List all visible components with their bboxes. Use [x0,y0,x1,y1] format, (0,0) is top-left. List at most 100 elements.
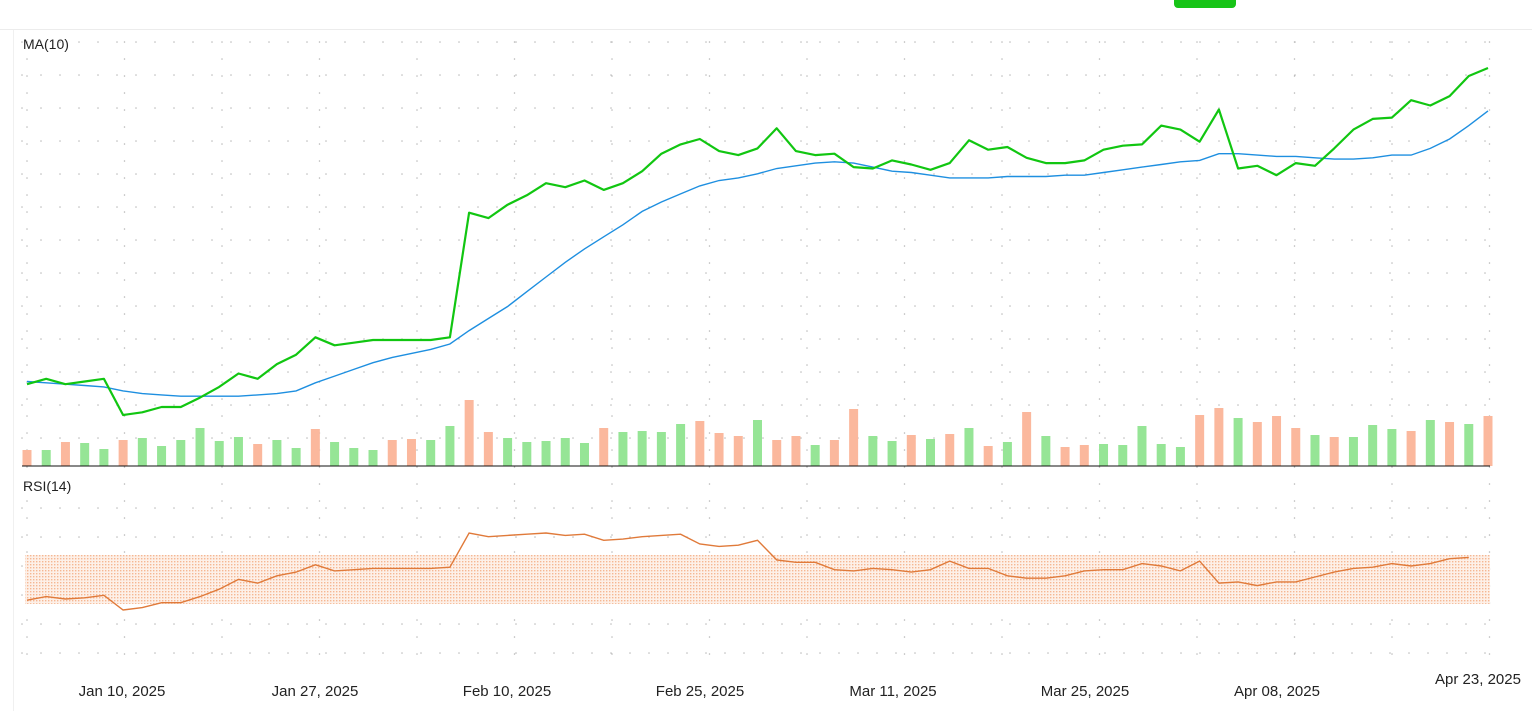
grid-dot [1370,41,1372,43]
grid-dot [78,371,80,373]
grid-dot [667,272,669,274]
grid-dot [534,305,536,307]
active-range-button[interactable] [1174,0,1236,8]
grid-dot [230,206,232,208]
grid-dot [382,536,384,538]
grid-dot [1123,173,1125,175]
grid-dot [477,371,479,373]
grid-dot [1001,245,1003,247]
grid-dot [173,404,175,406]
grid-dot [1313,74,1315,76]
grid-dot [1256,206,1258,208]
grid-dot [1293,41,1296,43]
grid-dot [1427,623,1429,625]
grid-dot [806,551,808,553]
volume-bar [676,424,686,466]
volume-bar [349,448,359,466]
grid-dot [876,371,878,373]
volume-bar [868,436,878,466]
grid-dot [513,211,516,213]
grid-dot [903,364,906,366]
grid-dot [1123,338,1125,340]
grid-dot [135,140,137,142]
grid-dot [97,206,99,208]
grid-dot [513,619,516,621]
grid-dot [477,74,479,76]
grid-dot [1488,500,1491,502]
grid-dot [1256,371,1258,373]
grid-dot [1275,536,1277,538]
grid-dot [1294,371,1296,373]
grid-dot [806,58,808,60]
grid-dot [173,107,175,109]
grid-dot [116,371,118,373]
grid-dot [515,338,517,340]
grid-dot [1104,437,1106,439]
grid-dot [1028,41,1030,43]
grid-dot [708,653,711,655]
grid-dot [1085,623,1087,625]
grid-dot [534,173,536,175]
grid-dot [230,272,232,274]
grid-dot [800,536,802,538]
grid-dot [416,636,418,638]
grid-dot [857,305,859,307]
grid-dot [401,239,403,241]
grid-dot [221,330,223,332]
grid-dot [1066,404,1068,406]
grid-dot [1047,305,1049,307]
grid-dot [800,239,802,241]
grid-dot [59,338,61,340]
grid-dot [382,74,384,76]
grid-dot [1001,92,1003,94]
volume-bar [406,439,416,466]
grid-dot [173,206,175,208]
grid-dot [477,623,479,625]
grid-dot [1465,239,1467,241]
grid-dot [553,536,555,538]
grid-dot [1408,404,1410,406]
grid-dot [708,75,711,77]
grid-dot [572,507,574,509]
grid-dot [553,652,555,654]
grid-dot [705,623,707,625]
grid-dot [819,206,821,208]
grid-dot [173,371,175,373]
volume-bar [1156,444,1166,466]
grid-dot [705,272,707,274]
grid-dot [477,305,479,307]
grid-dot [611,534,613,536]
grid-dot [648,41,650,43]
grid-dot [1180,272,1182,274]
grid-dot [611,483,613,485]
grid-dot [534,140,536,142]
grid-dot [325,652,327,654]
grid-dot [1313,652,1315,654]
grid-dot [534,107,536,109]
grid-dot [1104,74,1106,76]
grid-dot [78,41,80,43]
grid-dot [116,272,118,274]
grid-dot [318,636,321,638]
grid-dot [1446,41,1448,43]
grid-dot [135,173,137,175]
grid-dot [743,338,745,340]
grid-dot [513,194,516,196]
grid-dot [1332,652,1334,654]
grid-dot [211,507,213,509]
grid-dot [306,173,308,175]
grid-dot [572,536,574,538]
grid-dot [249,507,251,509]
grid-dot [876,652,878,654]
grid-dot [1161,74,1163,76]
grid-dot [971,536,973,538]
grid-dot [192,239,194,241]
grid-dot [26,398,28,400]
grid-dot [933,239,935,241]
grid-dot [629,41,631,43]
grid-dot [1488,398,1491,400]
grid-dot [743,652,745,654]
grid-dot [21,338,23,340]
grid-dot [1098,143,1101,145]
grid-dot [1001,517,1003,519]
